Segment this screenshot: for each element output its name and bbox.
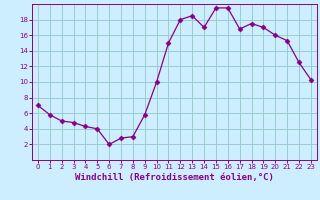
X-axis label: Windchill (Refroidissement éolien,°C): Windchill (Refroidissement éolien,°C)	[75, 173, 274, 182]
